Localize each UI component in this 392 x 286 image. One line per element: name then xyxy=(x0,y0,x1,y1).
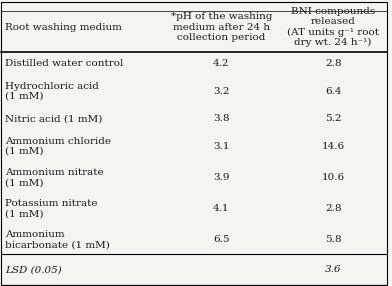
Text: Ammonium chloride
(1 mM): Ammonium chloride (1 mM) xyxy=(5,137,111,156)
Text: Potassium nitrate
(1 mM): Potassium nitrate (1 mM) xyxy=(5,199,98,218)
Text: LSD (0.05): LSD (0.05) xyxy=(5,265,62,274)
Text: 3.2: 3.2 xyxy=(213,87,230,96)
Text: 5.2: 5.2 xyxy=(325,114,341,123)
Text: Ammonium
bicarbonate (1 mM): Ammonium bicarbonate (1 mM) xyxy=(5,230,110,249)
Text: 6.4: 6.4 xyxy=(325,87,341,96)
Text: 4.1: 4.1 xyxy=(213,204,230,213)
Text: Nitric acid (1 mM): Nitric acid (1 mM) xyxy=(5,114,103,123)
Text: 6.5: 6.5 xyxy=(213,235,230,244)
Text: 10.6: 10.6 xyxy=(321,173,345,182)
Text: 3.9: 3.9 xyxy=(213,173,230,182)
Text: 2.8: 2.8 xyxy=(325,59,341,68)
Text: *pH of the washing
medium after 24 h
collection period: *pH of the washing medium after 24 h col… xyxy=(171,12,272,42)
Text: Ammonium nitrate
(1 mM): Ammonium nitrate (1 mM) xyxy=(5,168,104,187)
Text: 4.2: 4.2 xyxy=(213,59,230,68)
Text: Hydrochloric acid
(1 mM): Hydrochloric acid (1 mM) xyxy=(5,82,99,101)
Text: 3.8: 3.8 xyxy=(213,114,230,123)
Text: 3.6: 3.6 xyxy=(325,265,341,274)
Text: Distilled water control: Distilled water control xyxy=(5,59,123,68)
Text: 14.6: 14.6 xyxy=(321,142,345,151)
Text: 2.8: 2.8 xyxy=(325,204,341,213)
Text: 5.8: 5.8 xyxy=(325,235,341,244)
Text: 3.1: 3.1 xyxy=(213,142,230,151)
Text: BNI compounds
released
(AT units g⁻¹ root
dry wt. 24 h⁻¹): BNI compounds released (AT units g⁻¹ roo… xyxy=(287,7,379,47)
Text: Root washing medium: Root washing medium xyxy=(5,23,122,31)
